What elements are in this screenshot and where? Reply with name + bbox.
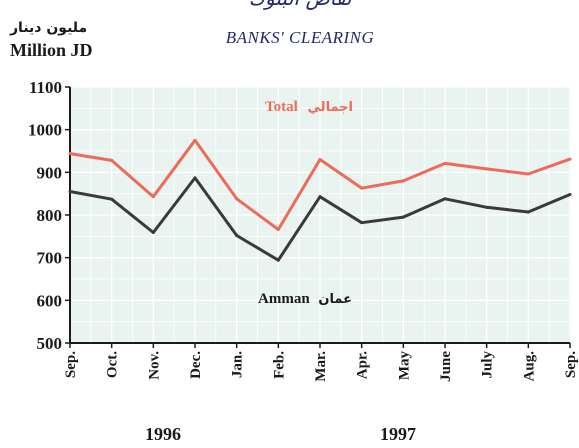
x-axis-ticks: Sep. Oct. Nov. Dec. Jan. Feb. Mar. Apr. May June J… [63,343,579,382]
data-point-amman [360,221,364,225]
unit-label: Million JD [10,40,93,60]
data-point-total [526,172,530,176]
data-point-total [235,197,239,201]
data-point-amman [443,197,447,201]
chart-title-arabic: تقاص البنوك [170,0,430,10]
data-point-amman [151,230,155,234]
year-label-1996: 1996 [145,424,181,444]
x-tick-label: May [396,351,412,381]
y-tick-label: 1100 [29,78,62,97]
data-point-amman [568,193,572,197]
x-tick-label: Sep. [563,351,579,378]
data-point-total [485,167,489,171]
y-axis-ticks: 500 600 700 800 900 1000 1100 [28,78,70,353]
data-point-amman [193,176,197,180]
data-point-amman [401,215,405,219]
x-tick-label: July [480,351,496,379]
series-label-amman-arabic: عمان [318,292,352,307]
y-tick-label: 1000 [28,121,62,140]
data-point-total [568,157,572,161]
x-tick-label: Apr. [355,351,371,379]
x-tick-label: Aug. [521,351,537,382]
series-labels: Total اجمالي Amman عمان [258,99,353,307]
data-point-amman [68,190,72,194]
series-label-total-arabic: اجمالي [308,100,353,115]
gridlines [69,86,571,344]
data-point-total [401,179,405,183]
data-point-total [276,228,280,232]
y-tick-label: 700 [37,249,63,268]
series-lines [68,138,572,262]
x-tick-label: Feb. [271,351,287,379]
series-label-amman: Amman [258,291,310,307]
y-tick-label: 900 [37,163,63,182]
unit-label-arabic: مليون دينار [10,20,88,36]
x-tick-label: Mar. [313,351,329,382]
y-tick-label: 600 [37,291,63,310]
data-point-amman [110,197,114,201]
x-tick-label: Dec. [188,351,204,379]
data-point-amman [526,210,530,214]
data-point-total [193,138,197,142]
data-point-total [151,195,155,199]
data-point-amman [485,205,489,209]
data-point-total [443,161,447,165]
x-tick-label: Nov. [146,351,162,380]
data-point-amman [235,233,239,237]
y-tick-label: 500 [37,334,63,353]
x-tick-label: Oct. [105,351,121,378]
series-label-total: Total [265,99,298,115]
data-point-amman [276,258,280,262]
y-tick-label: 800 [37,206,63,225]
data-point-total [68,152,72,156]
year-label-1997: 1997 [380,424,416,444]
x-tick-label: Sep. [63,351,79,378]
data-point-total [110,158,114,162]
data-point-total [360,186,364,190]
data-point-total [318,158,322,162]
data-point-amman [318,195,322,199]
chart-title: BANKS' CLEARING [225,28,375,47]
x-tick-label: June [438,351,454,382]
x-tick-label: Jan. [230,351,246,378]
